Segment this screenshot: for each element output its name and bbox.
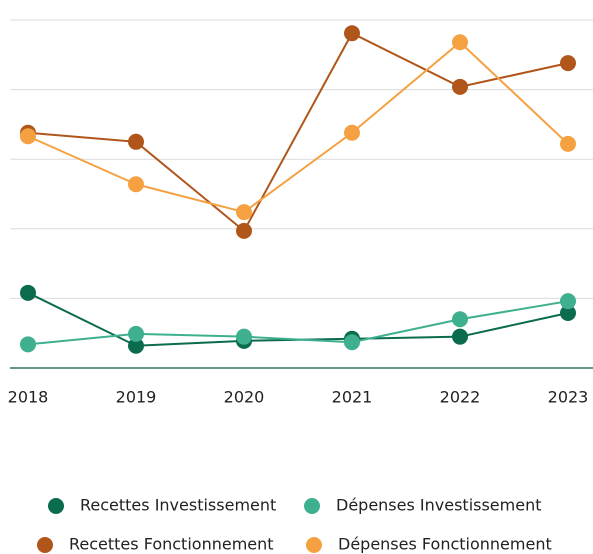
data-point — [344, 25, 360, 42]
x-tick-label: 2022 — [440, 388, 481, 407]
data-point — [452, 78, 468, 95]
data-point — [344, 124, 360, 141]
legend-marker — [48, 498, 64, 514]
series-line — [27, 300, 569, 346]
data-point — [560, 293, 576, 310]
data-point — [344, 334, 360, 351]
legend-marker — [306, 537, 322, 553]
data-point — [452, 311, 468, 328]
series-line — [27, 40, 569, 214]
legend-marker — [304, 498, 320, 514]
series-line — [27, 291, 569, 347]
data-point — [128, 133, 144, 150]
legend-label: Recettes Investissement — [80, 496, 276, 515]
x-tick-label: 2018 — [8, 388, 49, 407]
data-point — [560, 55, 576, 72]
data-point — [560, 135, 576, 152]
data-point — [20, 336, 36, 353]
series-line — [27, 31, 569, 233]
data-point — [236, 328, 252, 345]
legend-marker — [37, 537, 53, 553]
data-point — [236, 204, 252, 221]
data-point — [560, 305, 576, 322]
x-tick-label: 2020 — [224, 388, 265, 407]
x-tick-label: 2021 — [332, 388, 373, 407]
x-tick-label: 2023 — [548, 388, 589, 407]
x-tick-label: 2019 — [116, 388, 157, 407]
data-point — [236, 222, 252, 239]
legend-label: Dépenses Fonctionnement — [338, 535, 552, 554]
legend-label: Recettes Fonctionnement — [69, 535, 274, 554]
data-point — [452, 34, 468, 51]
data-point — [128, 337, 144, 354]
data-point — [20, 284, 36, 301]
data-point — [128, 325, 144, 342]
data-point — [452, 328, 468, 345]
data-point — [128, 176, 144, 193]
legend-label: Dépenses Investissement — [336, 496, 542, 515]
data-point — [20, 128, 36, 145]
